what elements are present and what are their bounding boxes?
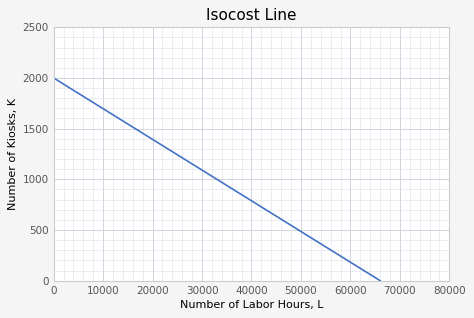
Y-axis label: Number of Kiosks, K: Number of Kiosks, K	[9, 98, 18, 210]
Title: Isocost Line: Isocost Line	[206, 8, 297, 23]
X-axis label: Number of Labor Hours, L: Number of Labor Hours, L	[180, 300, 323, 310]
